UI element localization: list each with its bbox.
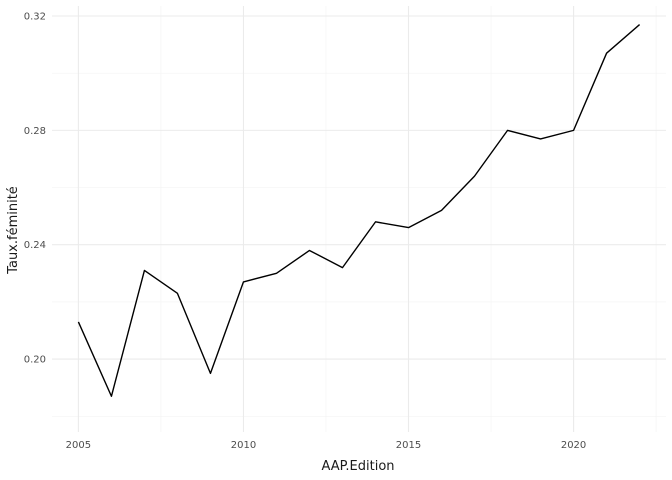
x-axis-title: AAP.Edition (321, 459, 394, 474)
data-point (638, 23, 642, 27)
major-gridlines (52, 6, 666, 432)
data-point (539, 137, 543, 141)
y-tick-label: 0.28 (24, 126, 46, 137)
x-tick-label: 2005 (66, 440, 91, 451)
x-axis-tick-labels: 2005 2010 2015 2020 (66, 440, 587, 451)
data-point (274, 271, 278, 275)
data-point (374, 220, 378, 224)
y-axis-tick-labels: 0.20 0.24 0.28 0.32 (24, 12, 46, 366)
data-point (109, 394, 113, 398)
data-point (307, 248, 311, 252)
series-line (77, 24, 641, 397)
data-point (142, 268, 146, 272)
data-point (208, 371, 212, 375)
y-tick-label: 0.24 (24, 240, 46, 251)
y-tick-label: 0.20 (24, 355, 46, 366)
x-tick-label: 2020 (561, 440, 586, 451)
data-point (605, 51, 609, 55)
data-point (572, 128, 576, 132)
y-tick-label: 0.32 (24, 12, 46, 23)
x-tick-label: 2015 (396, 440, 421, 451)
data-point (340, 266, 344, 270)
minor-gridlines (52, 6, 666, 432)
data-point (407, 226, 411, 230)
x-tick-label: 2010 (231, 440, 256, 451)
data-point (473, 174, 477, 178)
data-point (241, 280, 245, 284)
data-point (76, 320, 80, 324)
y-axis-title: Taux.féminité (6, 186, 21, 275)
series-layer (76, 23, 642, 398)
data-point (506, 128, 510, 132)
data-point (175, 291, 179, 295)
data-point (440, 208, 444, 212)
